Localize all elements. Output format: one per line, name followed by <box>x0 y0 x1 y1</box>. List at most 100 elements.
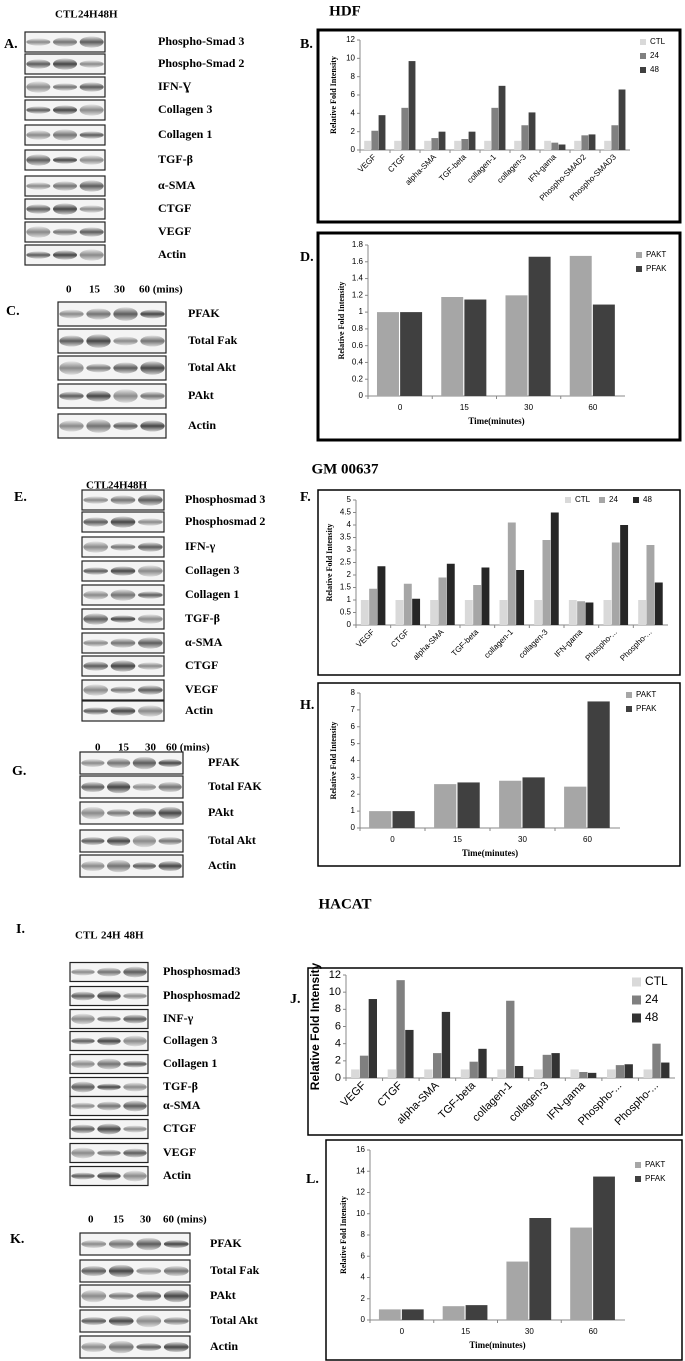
blot-band <box>79 131 104 139</box>
blot-label: INF-γ <box>163 1011 194 1025</box>
blot-band <box>26 38 51 46</box>
blot-label: PAkt <box>210 1288 236 1302</box>
blot-label: Total Akt <box>188 360 236 374</box>
bar <box>457 782 480 828</box>
bar <box>592 304 615 396</box>
bar <box>369 811 392 828</box>
y-tick-label: 0.6 <box>352 341 364 350</box>
blot-band <box>108 1315 134 1327</box>
y-tick-label: 0 <box>351 823 356 832</box>
bar <box>499 600 508 625</box>
x-tick-label: 0 <box>390 835 395 844</box>
blot-band <box>136 1290 162 1302</box>
bar <box>643 1069 652 1078</box>
lane-label: 30 <box>114 284 126 296</box>
bar <box>516 570 525 625</box>
section-title: HDF <box>329 3 361 19</box>
blot-band <box>110 686 136 694</box>
bar <box>568 600 577 625</box>
blot-band <box>81 1265 107 1277</box>
blot-label: Actin <box>158 247 186 261</box>
blot-band <box>26 204 51 214</box>
bar <box>570 1227 592 1320</box>
blot-band <box>132 807 156 819</box>
blot-band <box>83 496 108 504</box>
blot-band <box>107 835 131 847</box>
blot-band <box>132 834 156 848</box>
blot-band <box>81 837 105 845</box>
blot-band <box>26 182 51 190</box>
x-tick-label: CTGF <box>389 627 411 649</box>
panel-label: L. <box>306 1172 319 1187</box>
y-tick-label: 0 <box>359 391 364 400</box>
x-axis-label: Time(minutes) <box>468 416 524 426</box>
bar <box>376 312 399 396</box>
bar <box>401 107 409 150</box>
x-tick-label: 0 <box>400 1327 405 1336</box>
bar <box>603 600 612 625</box>
legend-label: CTL <box>650 37 666 46</box>
legend-swatch <box>626 706 632 712</box>
blot-band <box>79 227 104 237</box>
blot-band <box>138 705 163 717</box>
y-tick-label: 0 <box>335 1072 341 1084</box>
y-tick-label: 12 <box>356 1188 365 1197</box>
blot-band <box>83 684 108 696</box>
blot-label: α-SMA <box>185 635 223 649</box>
y-axis-label: Relative Fold Intensity <box>329 56 338 134</box>
blot-band <box>113 421 138 431</box>
bar <box>551 1053 560 1078</box>
bar <box>577 601 586 625</box>
bar <box>533 1069 543 1078</box>
blot-label: Phosphosmad 3 <box>185 492 265 506</box>
y-tick-label: 10 <box>356 1209 365 1218</box>
bar <box>604 140 612 150</box>
blot-band <box>97 1101 121 1111</box>
bar <box>620 525 629 625</box>
blot-band <box>113 389 138 403</box>
blot-label: Phospho-Smad 3 <box>158 34 244 48</box>
bar <box>570 1069 579 1078</box>
bar <box>514 140 522 150</box>
legend-swatch <box>565 497 571 503</box>
blot-band <box>107 780 131 794</box>
x-tick-label: 15 <box>453 835 462 844</box>
blot-label: TGF-β <box>163 1079 198 1093</box>
bar <box>396 980 405 1078</box>
section-title: HACAT <box>318 896 371 912</box>
y-axis-label: Relative Fold Intensity <box>325 524 334 602</box>
bar <box>528 256 551 396</box>
blot-band <box>26 226 51 238</box>
blot-band <box>59 391 84 401</box>
y-tick-label: 0.8 <box>352 324 364 333</box>
blot-band <box>81 759 105 767</box>
bar <box>377 566 386 625</box>
blot-band <box>81 781 105 793</box>
bar <box>438 577 447 625</box>
bar <box>499 780 522 828</box>
bar <box>529 1218 552 1320</box>
blot-band <box>71 991 95 1001</box>
legend-swatch <box>632 995 641 1005</box>
blot-band <box>71 1081 95 1093</box>
blot-band <box>71 1013 95 1025</box>
bar <box>534 600 543 625</box>
panel-label: K. <box>10 1232 24 1247</box>
blot-label: Actin <box>210 1339 238 1353</box>
blot-band <box>86 390 111 402</box>
blot-label: PFAK <box>208 755 240 769</box>
blot-band <box>136 1314 162 1328</box>
blot-label: TGF-β <box>185 611 220 625</box>
y-tick-label: 1.4 <box>352 274 364 283</box>
y-tick-label: 1 <box>359 307 364 316</box>
blot-band <box>138 637 163 649</box>
blot-band <box>108 1238 134 1250</box>
lane-label: CTL <box>55 9 78 21</box>
blot-label: Actin <box>208 858 236 872</box>
blot-band <box>97 1083 121 1091</box>
blot-label: PFAK <box>188 306 220 320</box>
bar <box>569 255 592 396</box>
lane-label: 15 <box>89 284 101 296</box>
blot-band <box>123 1170 147 1182</box>
bar <box>607 1069 616 1078</box>
